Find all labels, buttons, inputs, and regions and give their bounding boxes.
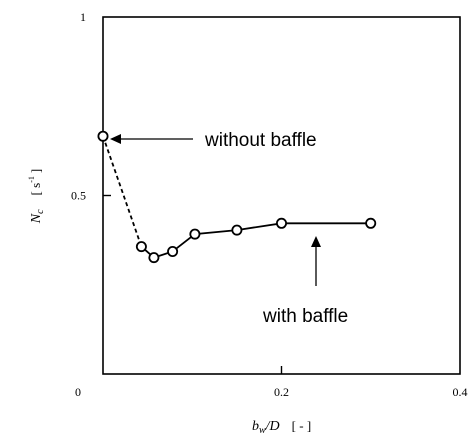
- svg-text:Nc[ s-1]: Nc [ s-1]: [27, 169, 46, 224]
- x-axis-var: b: [252, 419, 259, 434]
- y-axis-unit-open: [ s: [28, 183, 43, 196]
- y-axis-unit-sup: -1: [27, 176, 36, 183]
- series-line-0: [102, 135, 143, 247]
- data-point: [135, 241, 147, 253]
- x-tick-label: 0: [75, 385, 81, 399]
- data-point: [97, 130, 109, 142]
- annotation-without-baffle-text: without baffle: [204, 130, 317, 151]
- data-point: [167, 245, 179, 257]
- x-tick-label: 0.4: [453, 385, 468, 399]
- y-tick-label: 1: [80, 10, 86, 24]
- annotation-with-baffle-text: with baffle: [262, 306, 348, 327]
- y-axis-sub: c: [35, 209, 46, 214]
- y-tick-label: 0.5: [71, 189, 86, 203]
- arrow-head-left: [110, 134, 121, 144]
- x-axis-rest: /D: [265, 419, 280, 434]
- x-axis-sub: w: [259, 425, 266, 436]
- y-axis-label: Nc [ s-1]: [27, 169, 46, 224]
- x-axis-label: bw/D [ - ]: [252, 418, 311, 436]
- data-point: [365, 217, 377, 229]
- data-point: [148, 252, 160, 264]
- series-lines: [102, 135, 371, 259]
- y-axis-unit-close: ]: [28, 169, 43, 173]
- svg-text:bw/D[ - ]: bw/D [ - ]: [252, 418, 311, 436]
- data-point: [275, 217, 287, 229]
- x-axis-unit: [ - ]: [292, 418, 312, 433]
- arrow-head-up: [311, 236, 321, 247]
- data-point: [189, 228, 201, 240]
- series-markers: [97, 130, 377, 264]
- annotation-with-baffle: with baffle: [262, 236, 348, 327]
- axis-ticks: 0 0.2 0.4 0.5 1: [71, 10, 468, 399]
- x-tick-label: 0.2: [274, 385, 289, 399]
- y-axis-var: N: [29, 213, 44, 224]
- data-point: [231, 224, 243, 236]
- annotation-without-baffle: without baffle: [110, 130, 317, 151]
